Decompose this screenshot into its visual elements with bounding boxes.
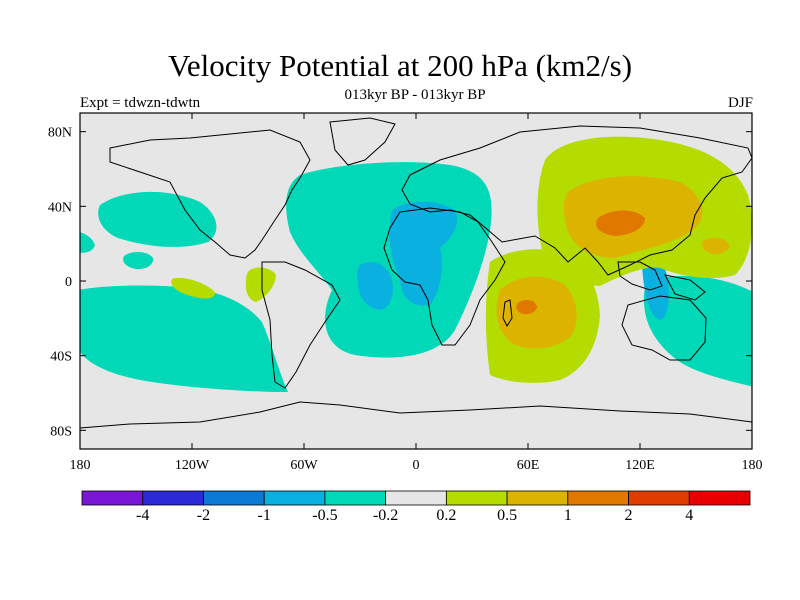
negative-region-sahara bbox=[389, 201, 458, 306]
positive-region-asia-core bbox=[595, 210, 645, 236]
negative-region-australia bbox=[643, 275, 752, 387]
lon-tick-label: 180 bbox=[742, 458, 763, 473]
lat-tick-label: 80S bbox=[50, 424, 72, 439]
colorbar-label: -4 bbox=[136, 507, 150, 524]
negative-region-central-pacific bbox=[123, 252, 154, 270]
coast-africa bbox=[383, 207, 506, 346]
negative-region-maritime-core bbox=[642, 253, 669, 320]
coastlines bbox=[80, 117, 752, 429]
coast-greenland bbox=[329, 117, 396, 166]
colorbar-label: 0.5 bbox=[497, 507, 518, 524]
colorbar-swatch bbox=[567, 490, 629, 506]
lon-tick-label: 0 bbox=[413, 458, 420, 473]
colorbar-swatch bbox=[628, 490, 690, 506]
lon-tick-label: 60W bbox=[290, 458, 318, 473]
negative-region-south-pacific bbox=[80, 285, 288, 392]
negative-region-north-pacific bbox=[98, 191, 217, 247]
negative-region-dateline bbox=[80, 232, 95, 253]
season-label: DJF bbox=[727, 95, 753, 111]
positive-region-madagascar-core bbox=[516, 299, 537, 315]
colorbar-swatch bbox=[688, 490, 751, 506]
colorbar-swatch bbox=[203, 490, 265, 506]
colorbar-label: 1 bbox=[563, 507, 572, 524]
colorbar-label: 0.2 bbox=[436, 507, 457, 524]
lon-tick-label: 60E bbox=[517, 458, 540, 473]
colorbar-swatch bbox=[445, 490, 508, 506]
coast-madagascar bbox=[502, 299, 513, 328]
colorbar-label: -0.2 bbox=[372, 507, 399, 524]
colorbar-swatch bbox=[324, 490, 387, 506]
colorbar-swatch bbox=[385, 490, 447, 506]
experiment-label: Expt = tdwzn-tdwtn bbox=[80, 95, 201, 111]
chart-subtitle: 013kyr BP - 013kyr BP bbox=[344, 87, 486, 103]
positive-region-pacific-a bbox=[171, 277, 216, 299]
lat-tick-label: 40S bbox=[50, 350, 72, 365]
colorbar-label: -2 bbox=[196, 507, 211, 524]
negative-region-south-atlantic-core bbox=[357, 262, 393, 310]
chart-title: Velocity Potential at 200 hPa (km2/s) bbox=[167, 48, 633, 83]
velocity-potential-field bbox=[80, 136, 752, 392]
colorbar-swatch bbox=[142, 490, 204, 506]
colorbar-swatch bbox=[506, 490, 569, 506]
coast-antarctica bbox=[80, 401, 752, 429]
coast-australia bbox=[621, 295, 707, 361]
coast-maritime-continent bbox=[617, 261, 706, 301]
lon-tick-label: 120W bbox=[175, 458, 210, 473]
colorbar-label: -1 bbox=[257, 507, 271, 524]
colorbar-swatch bbox=[81, 490, 144, 506]
axis-ticks: 80N 40N 0 40S 80S 180 120W 60W 0 60E 120E 180 bbox=[48, 113, 763, 473]
coast-north-america bbox=[109, 129, 311, 259]
lon-tick-label: 120E bbox=[625, 458, 655, 473]
lat-tick-label: 0 bbox=[65, 275, 72, 290]
lat-tick-label: 80N bbox=[48, 126, 72, 141]
colorbar-label: 2 bbox=[624, 507, 633, 524]
positive-region-indian-ocean-orange bbox=[496, 276, 577, 349]
positive-region-pacific-orange bbox=[702, 237, 730, 255]
lon-tick-label: 180 bbox=[70, 458, 91, 473]
lat-tick-label: 40N bbox=[48, 200, 72, 215]
colorbar bbox=[81, 490, 751, 506]
coast-europe-asia bbox=[401, 125, 752, 276]
positive-region-pacific-b bbox=[245, 267, 276, 302]
colorbar-label: -0.5 bbox=[312, 507, 338, 524]
coast-south-america bbox=[261, 261, 341, 389]
colorbar-label: 4 bbox=[685, 507, 694, 524]
colorbar-swatch bbox=[263, 490, 326, 506]
